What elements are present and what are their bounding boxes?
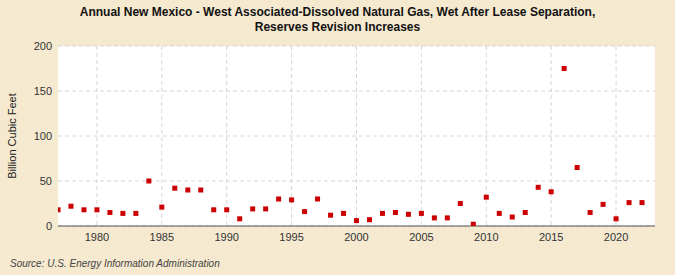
grid-line (551, 46, 552, 226)
y-tick-label: 100 (34, 130, 52, 142)
point (471, 222, 476, 226)
point (536, 185, 541, 190)
point (159, 205, 164, 210)
x-tick-label: 2020 (604, 231, 628, 243)
point (354, 218, 359, 223)
point (250, 206, 255, 211)
point (393, 210, 398, 215)
point (263, 206, 268, 211)
point (276, 197, 281, 202)
grid-line (356, 46, 357, 226)
grid-line (96, 46, 97, 226)
point (315, 197, 320, 202)
point (640, 200, 645, 205)
point (627, 200, 632, 205)
point (510, 215, 515, 220)
point (549, 189, 554, 194)
point (380, 211, 385, 216)
y-tick-label: 0 (46, 220, 52, 232)
title: Annual New Mexico - West Associated-Diss… (80, 5, 595, 34)
point (146, 179, 151, 184)
x-axis-line (58, 226, 655, 227)
point (107, 210, 112, 215)
point (328, 213, 333, 218)
point (198, 188, 203, 193)
point (120, 211, 125, 216)
point (133, 211, 138, 216)
point (523, 210, 528, 215)
point (406, 212, 411, 217)
x-tick-label: 1990 (214, 231, 238, 243)
point (445, 215, 450, 220)
y-tick-label: 150 (34, 85, 52, 97)
y-tick-label: 50 (40, 175, 52, 187)
point (94, 207, 99, 212)
grid-line (58, 226, 655, 227)
x-tick-label: 2000 (344, 231, 368, 243)
point (224, 207, 229, 212)
point (302, 209, 307, 214)
x-tick-label: 1985 (150, 231, 174, 243)
point (419, 211, 424, 216)
point (68, 204, 73, 209)
point (237, 216, 242, 221)
grid-line (226, 46, 227, 226)
point (601, 202, 606, 207)
x-tick-label: 2010 (474, 231, 498, 243)
grid-line (58, 136, 655, 137)
point (497, 211, 502, 216)
point (484, 195, 489, 200)
point (211, 207, 216, 212)
point (185, 188, 190, 193)
background (0, 0, 675, 275)
y-axis-label: Billion Cubic Feet (6, 93, 18, 179)
point (614, 216, 619, 221)
x-tick-label: 2005 (409, 231, 433, 243)
grid-line (421, 46, 422, 226)
point (341, 211, 346, 216)
point (289, 197, 294, 202)
x-tick-label: 1995 (279, 231, 303, 243)
point (588, 210, 593, 215)
y-tick-label: 200 (34, 40, 52, 52)
point (58, 207, 61, 212)
point (81, 207, 86, 212)
point (172, 186, 177, 191)
point (458, 201, 463, 206)
point (432, 215, 437, 220)
grid-line (616, 46, 617, 226)
plot-area (58, 46, 655, 226)
point (367, 217, 372, 222)
point (575, 165, 580, 170)
x-tick-label: 1980 (85, 231, 109, 243)
point (562, 66, 567, 71)
source-note: Source: U.S. Energy Information Administ… (10, 258, 220, 269)
grid-line (161, 46, 162, 226)
x-tick-label: 2015 (539, 231, 563, 243)
chart: Annual New Mexico - West Associated-Diss… (0, 0, 675, 275)
points (58, 66, 645, 226)
